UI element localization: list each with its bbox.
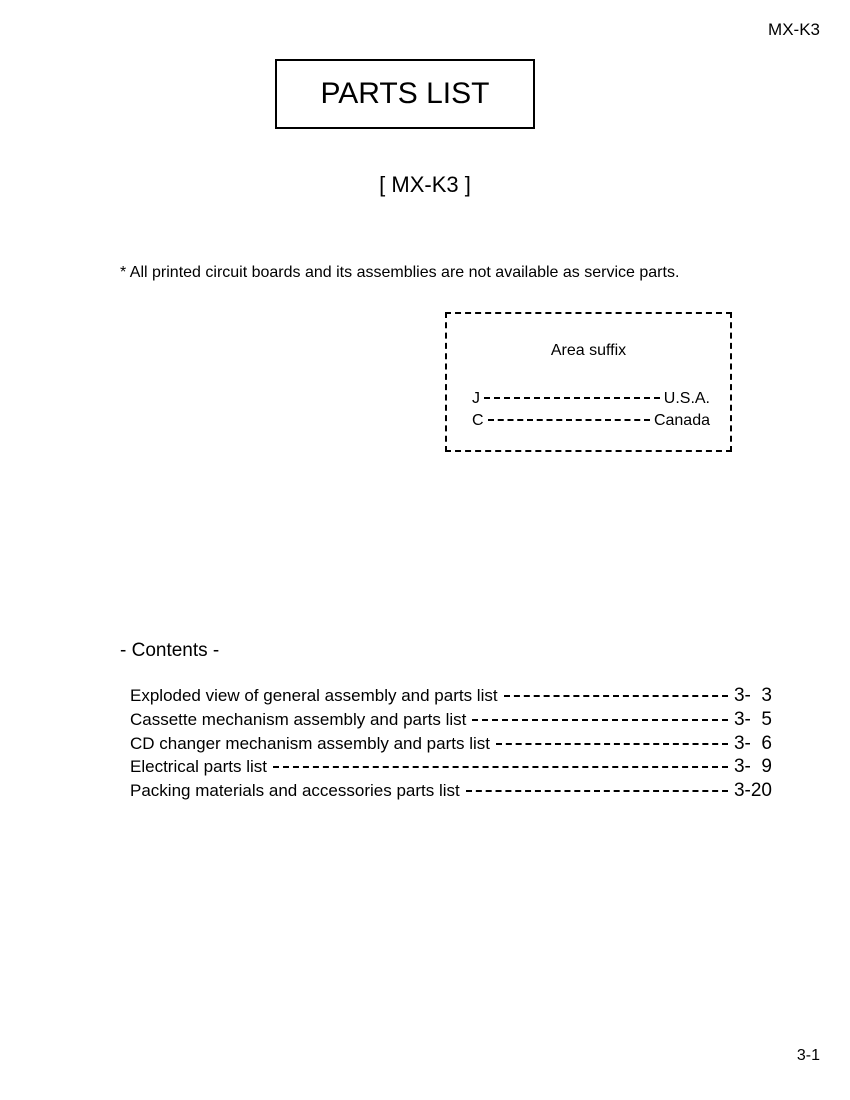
contents-item-label: Exploded view of general assembly and pa… <box>130 685 498 706</box>
contents-list: Exploded view of general assembly and pa… <box>120 684 772 803</box>
contents-dots <box>472 719 728 721</box>
contents-item-page: 3-20 <box>734 779 772 803</box>
document-page: MX-K3 PARTS LIST [ MX-K3 ] * All printed… <box>0 0 850 1100</box>
contents-dots <box>504 695 728 697</box>
contents-item-page: 3- 9 <box>734 755 772 779</box>
contents-row: CD changer mechanism assembly and parts … <box>130 732 772 756</box>
contents-row: Cassette mechanism assembly and parts li… <box>130 708 772 732</box>
area-code: J <box>472 388 480 410</box>
contents-item-label: Packing materials and accessories parts … <box>130 780 460 801</box>
area-suffix-row: C Canada <box>467 410 710 432</box>
page-title: PARTS LIST <box>321 77 490 111</box>
area-region: U.S.A. <box>664 388 710 410</box>
contents-item-page: 3- 3 <box>734 684 772 708</box>
area-region: Canada <box>654 410 710 432</box>
area-dots <box>488 419 650 421</box>
area-suffix-row: J U.S.A. <box>467 388 710 410</box>
model-subtitle: [ MX-K3 ] <box>0 172 850 198</box>
contents-row: Electrical parts list 3- 9 <box>130 755 772 779</box>
area-suffix-title: Area suffix <box>467 342 710 360</box>
contents-heading: - Contents - <box>120 640 772 662</box>
contents-item-page: 3- 6 <box>734 732 772 756</box>
contents-row: Exploded view of general assembly and pa… <box>130 684 772 708</box>
contents-dots <box>273 766 728 768</box>
area-code: C <box>472 410 484 432</box>
contents-item-label: Cassette mechanism assembly and parts li… <box>130 709 466 730</box>
header-model-label: MX-K3 <box>768 20 820 40</box>
page-number: 3-1 <box>797 1047 820 1065</box>
note-text: * All printed circuit boards and its ass… <box>120 264 679 282</box>
area-dots <box>484 397 660 399</box>
area-suffix-box: Area suffix J U.S.A. C Canada <box>445 312 732 452</box>
title-box: PARTS LIST <box>275 59 535 129</box>
contents-item-page: 3- 5 <box>734 708 772 732</box>
contents-section: - Contents - Exploded view of general as… <box>120 640 772 803</box>
contents-row: Packing materials and accessories parts … <box>130 779 772 803</box>
contents-dots <box>466 790 728 792</box>
contents-item-label: Electrical parts list <box>130 756 267 777</box>
contents-item-label: CD changer mechanism assembly and parts … <box>130 733 490 754</box>
contents-dots <box>496 743 728 745</box>
